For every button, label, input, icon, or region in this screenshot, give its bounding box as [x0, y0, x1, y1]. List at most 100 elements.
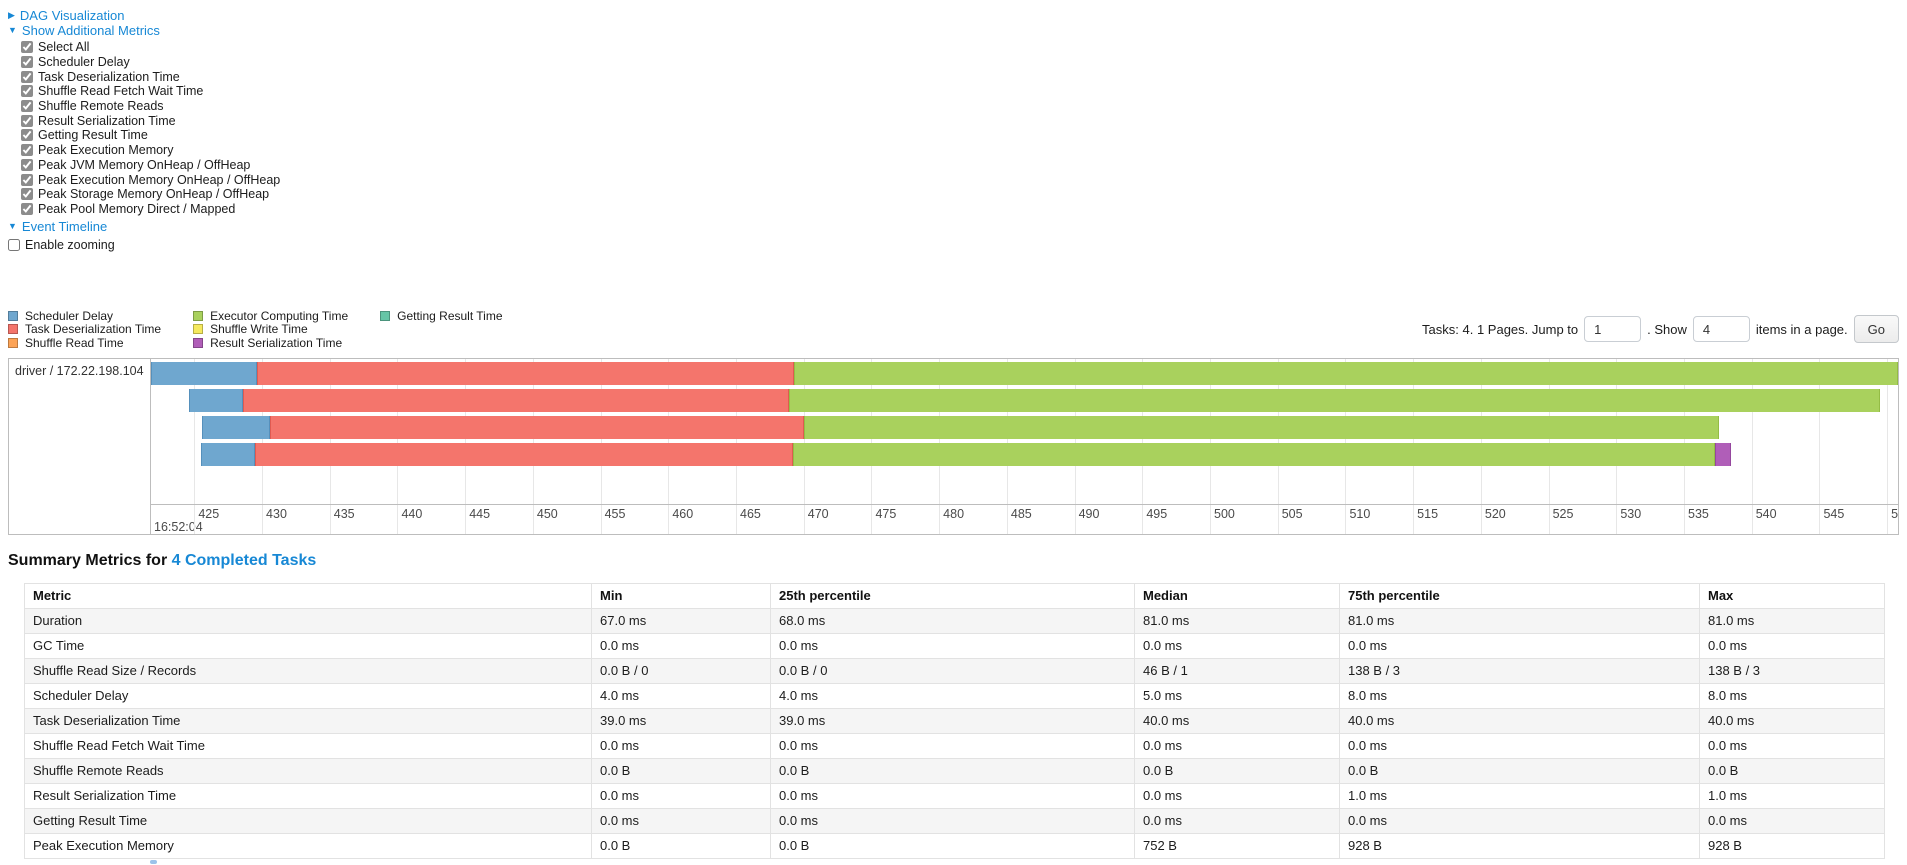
scheduler-delay-bar-segment[interactable]	[188, 388, 244, 412]
metric-checkbox-label: Peak Execution Memory OnHeap / OffHeap	[38, 172, 281, 187]
checkbox-peak-storage-memory-onheap-offheap[interactable]	[21, 188, 33, 201]
pagination-show-text: . Show	[1647, 321, 1687, 337]
event-timeline-toggle[interactable]: ▼ Event Timeline	[8, 219, 1907, 234]
metric-value-cell: 0.0 ms	[1339, 632, 1700, 659]
axis-tick	[397, 504, 399, 534]
metric-value-cell: 0.0 ms	[1339, 807, 1700, 834]
axis-tick-label: 520	[1484, 506, 1506, 521]
metric-checkbox-row: Scheduler Delay	[21, 55, 1907, 70]
metric-checkbox-label: Shuffle Read Fetch Wait Time	[38, 84, 204, 99]
checkbox-result-serialization-time[interactable]	[21, 114, 33, 127]
column-header-25th-percentile: 25th percentile	[770, 582, 1135, 609]
show-additional-metrics-link[interactable]: Show Additional Metrics	[21, 23, 160, 38]
axis-tick	[1413, 504, 1415, 534]
metric-value-cell: 0.0 B	[1699, 757, 1885, 784]
column-header-75th-percentile: 75th percentile	[1339, 582, 1700, 609]
axis-tick	[939, 504, 941, 534]
legend-label: Task Deserialization Time	[25, 322, 162, 337]
metric-value-cell: 0.0 B	[591, 832, 771, 859]
legend-column: Executor Computing Time Shuffle Write Tim…	[193, 309, 348, 350]
metric-name-cell: GC Time	[24, 632, 592, 659]
show-additional-metrics-toggle[interactable]: ▼ Show Additional Metrics	[8, 23, 1907, 38]
dag-visualization-toggle[interactable]: ▶ DAG Visualization	[8, 8, 1907, 23]
jump-to-page-input[interactable]	[1584, 316, 1642, 343]
enable-zooming-checkbox[interactable]	[8, 238, 20, 251]
go-button[interactable]: Go	[1853, 315, 1899, 344]
metric-checkbox-label: Peak Storage Memory OnHeap / OffHeap	[38, 187, 270, 202]
metric-value-cell: 40.0 ms	[1134, 707, 1340, 734]
metric-checkbox-label: Select All	[38, 40, 90, 55]
executor-computing-bar-segment[interactable]	[792, 442, 1716, 466]
scheduler-delay-swatch-icon	[8, 310, 18, 321]
metric-checkbox-row: Shuffle Remote Reads	[21, 99, 1907, 114]
checkbox-peak-execution-memory[interactable]	[21, 144, 33, 157]
scheduler-delay-bar-segment[interactable]	[151, 361, 257, 385]
checkbox-peak-jvm-memory-onheap-offheap[interactable]	[21, 158, 33, 171]
metric-checkbox-label: Result Serialization Time	[38, 113, 176, 128]
scheduler-delay-bar-segment[interactable]	[201, 442, 256, 466]
enable-zooming-row: Enable zooming	[8, 237, 1907, 252]
metric-value-cell: 68.0 ms	[770, 607, 1135, 634]
task-timeline-row	[151, 361, 1898, 385]
gridline	[1887, 358, 1889, 505]
metric-value-cell: 0.0 B	[770, 832, 1135, 859]
expanded-arrow-icon: ▼	[8, 221, 17, 232]
metric-checkbox-row: Peak Storage Memory OnHeap / OffHeap	[21, 187, 1907, 202]
gridline	[194, 358, 196, 505]
dag-visualization-link[interactable]: DAG Visualization	[19, 8, 125, 23]
result-serialization-bar-segment[interactable]	[1715, 442, 1732, 466]
table-row-result-serialization-time: Result Serialization Time 0.0 ms 0.0 ms 0.0…	[24, 782, 1885, 809]
executor-computing-bar-segment[interactable]	[794, 361, 1898, 385]
metric-value-cell: 138 B / 3	[1699, 657, 1885, 684]
metric-value-cell: 81.0 ms	[1339, 607, 1700, 634]
task-timeline-row	[151, 442, 1898, 466]
items-per-page-input[interactable]	[1692, 316, 1750, 343]
axis-tick	[1074, 504, 1076, 534]
metric-checkbox-row: Peak Execution Memory OnHeap / OffHeap	[21, 172, 1907, 187]
task-deserialization-bar-segment[interactable]	[270, 415, 804, 439]
metric-checkbox-row: Getting Result Time	[21, 128, 1907, 143]
metric-value-cell: 0.0 ms	[591, 807, 771, 834]
checkbox-shuffle-remote-reads[interactable]	[21, 100, 33, 113]
legend-item-shuffle-write: Shuffle Write Time	[193, 322, 348, 336]
axis-tick	[465, 504, 467, 534]
checkbox-select-all[interactable]	[21, 41, 33, 54]
task-deserialization-bar-segment[interactable]	[243, 388, 789, 412]
checkbox-shuffle-read-fetch-wait-time[interactable]	[21, 85, 33, 98]
checkbox-scheduler-delay[interactable]	[21, 56, 33, 69]
column-header-min: Min	[591, 582, 771, 609]
metric-checkbox-row: Select All	[21, 40, 1907, 55]
metric-checkbox-label: Peak Pool Memory Direct / Mapped	[38, 201, 236, 216]
axis-tick-label: 545	[1823, 506, 1845, 521]
task-deserialization-bar-segment[interactable]	[255, 442, 793, 466]
checkbox-getting-result-time[interactable]	[21, 129, 33, 142]
axis-tick-label: 430	[266, 506, 287, 521]
axis-tick-label: 440	[401, 506, 423, 521]
result-serialization-swatch-icon	[193, 337, 204, 348]
completed-tasks-link[interactable]: 4 Completed Tasks	[171, 551, 317, 569]
scheduler-delay-bar-segment[interactable]	[202, 415, 271, 439]
task-deserialization-bar-segment[interactable]	[256, 361, 795, 385]
metric-value-cell: 0.0 B	[1339, 757, 1700, 784]
checkbox-peak-pool-memory-direct-mapped[interactable]	[21, 202, 33, 215]
task-deserialization-swatch-icon	[8, 324, 18, 335]
event-timeline-link[interactable]: Event Timeline	[21, 219, 108, 235]
legend-item-shuffle-read: Shuffle Read Time	[8, 336, 161, 350]
metric-value-cell: 0.0 ms	[591, 732, 771, 759]
legend-item-result-serialization: Result Serialization Time	[193, 336, 348, 350]
metric-name-cell: Scheduler Delay	[24, 682, 592, 709]
axis-tick	[1684, 504, 1686, 534]
checkbox-peak-execution-memory-onheap-offheap[interactable]	[21, 173, 33, 186]
executor-computing-bar-segment[interactable]	[788, 388, 1881, 412]
table-row-shuffle-read-fetch-wait-time: Shuffle Read Fetch Wait Time 0.0 ms 0.0 ms…	[24, 732, 1885, 759]
axis-tick-label: 455	[604, 506, 626, 521]
metric-value-cell: 0.0 B	[770, 757, 1135, 784]
shuffle-read-swatch-icon	[8, 337, 18, 348]
summary-metrics-title: Summary Metrics for 4 Completed Tasks	[8, 552, 1907, 570]
checkbox-task-deserialization-time[interactable]	[21, 70, 33, 83]
axis-tick-label: 530	[1620, 506, 1642, 521]
table-header-row: Metric Min 25th percentile Median 75th perce…	[24, 582, 1885, 609]
executor-computing-bar-segment[interactable]	[803, 415, 1720, 439]
metric-value-cell: 0.0 B	[1134, 757, 1340, 784]
metric-value-cell: 0.0 ms	[1134, 782, 1340, 809]
